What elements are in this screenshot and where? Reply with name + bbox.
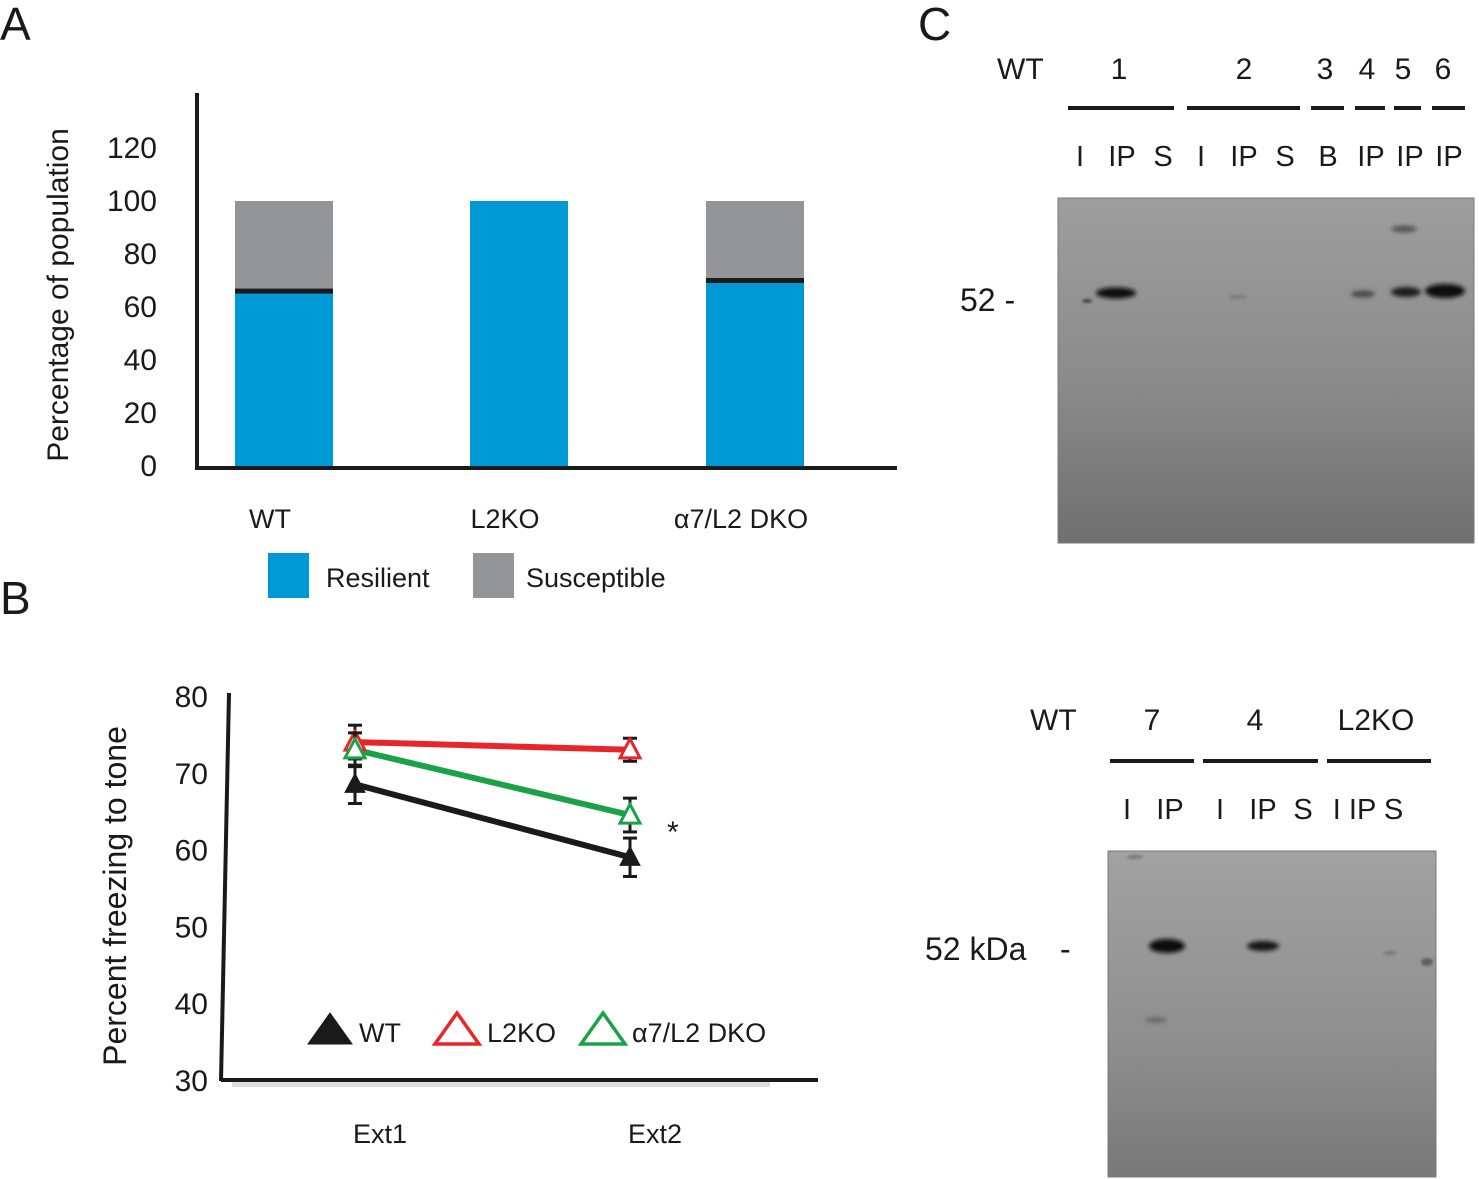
point-wt-ext2 (619, 845, 641, 866)
blot-top-lane-7: B (1318, 141, 1337, 173)
blot-top-group-2: 2 (1236, 53, 1253, 86)
legend-marker-wt (307, 1012, 353, 1045)
x-category-a-7-l2-dko: α7/L2 DKO (674, 504, 808, 534)
blot-top-lane-3: S (1153, 141, 1172, 173)
blot-bottom-lane-6: I IP S (1333, 794, 1403, 826)
blot-top-group-4: 4 (1359, 53, 1376, 86)
y-tick-b-50: 50 (175, 911, 208, 944)
blot-top-lane-4: I (1197, 141, 1205, 173)
blot-bottom-lane-5: S (1293, 794, 1312, 826)
blot-top-lane-2: IP (1108, 141, 1135, 173)
bar-7-l2-dko-susceptible (706, 201, 804, 281)
blot-top-group-1: 1 (1111, 53, 1128, 86)
blot-top-image (1057, 197, 1475, 544)
panel-label-b: B (0, 572, 31, 624)
x-category-a-wt: WT (249, 504, 291, 534)
x-axis-shadow-b (232, 1081, 770, 1087)
legend-marker-l2ko (431, 1009, 483, 1046)
blot-top-lane-5: IP (1230, 141, 1257, 173)
series-line-l2ko (352, 739, 633, 753)
point-l2ko-ext2 (617, 735, 643, 760)
y-tick-a-0: 0 (140, 450, 157, 483)
bar-divider-7-l2-dko (706, 278, 804, 283)
legend-label-l2ko: L2KO (487, 1018, 556, 1048)
panel-label-c: C (918, 0, 951, 50)
blot-top-group-3: 3 (1317, 53, 1334, 86)
series-line-wt (352, 781, 633, 861)
y-tick-a-60: 60 (124, 291, 157, 324)
y-tick-a-40: 40 (124, 344, 157, 377)
blot-top-lane-10: IP (1435, 141, 1462, 173)
y-tick-b-70: 70 (175, 758, 208, 791)
blot-top-group-wt: WT (997, 53, 1044, 86)
blot-bottom-lane-4: IP (1249, 794, 1276, 826)
point-7-l2-dko-ext1 (342, 735, 368, 760)
blot-bottom-group-l2ko: L2KO (1338, 704, 1415, 737)
significance-asterisk: * (667, 816, 679, 849)
blot-top-marker: 52 - (960, 282, 1015, 318)
blot-bottom-marker-dash: - (1060, 931, 1071, 967)
blot-bottom-header: WT 7 4 L2KO I IP I IP S I IP S (1030, 704, 1431, 826)
legend-swatch-resilient (268, 553, 309, 598)
legend-label-wt: WT (359, 1018, 401, 1048)
line-chart-b: Percent freezing to tone 30 40 50 60 70 80 Ex… (97, 681, 818, 1149)
blot-top-lane-8: IP (1357, 141, 1384, 173)
point-7-l2-dko-ext2 (617, 801, 643, 825)
legend-swatch-susceptible (473, 553, 514, 598)
blot-bottom-image (1107, 850, 1437, 1178)
y-tick-b-80: 80 (175, 681, 208, 714)
y-tick-a-100: 100 (107, 185, 157, 218)
bar-l2ko-resilient (470, 201, 568, 466)
blot-top-header: WT 1 2 3 4 5 6 I IP S I IP S B IP IP IP (997, 53, 1465, 173)
y-tick-a-20: 20 (124, 397, 157, 430)
panel-label-a: A (0, 0, 31, 50)
blot-bottom-lane-2: IP (1156, 794, 1183, 826)
blot-top-lane-9: IP (1396, 141, 1423, 173)
x-category-b-ext2: Ext2 (628, 1119, 682, 1149)
blot-top-group-5: 5 (1395, 53, 1412, 86)
blot-bottom-group-4: 4 (1247, 704, 1264, 737)
legend-label-resilient: Resilient (326, 563, 430, 593)
bar-wt-susceptible (235, 201, 333, 292)
blot-bottom-group-7: 7 (1144, 704, 1161, 737)
y-tick-b-40: 40 (175, 988, 208, 1021)
y-tick-a-80: 80 (124, 238, 157, 271)
blot-top-group-6: 6 (1435, 53, 1452, 86)
legend-label-7-l2-dko: α7/L2 DKO (632, 1018, 766, 1048)
bar-wt-resilient (235, 291, 333, 466)
bar-divider-wt (235, 288, 333, 294)
y-tick-a-120: 120 (107, 132, 157, 165)
legend-marker-7-l2-dko (577, 1009, 629, 1046)
series-line-7-l2-dko (352, 746, 633, 819)
blot-bottom-lane-1: I (1123, 794, 1131, 826)
y-tick-b-60: 60 (175, 835, 208, 868)
stacked-bar-chart-a: Percentage of population 0 20 40 60 80 100 120… (42, 93, 897, 598)
point-wt-ext1 (344, 772, 366, 793)
blot-top-lane-1: I (1076, 141, 1084, 173)
y-axis-label-a: Percentage of population (42, 128, 75, 462)
blot-top-lane-6: S (1275, 141, 1294, 173)
blot-bottom-marker: 52 kDa (925, 931, 1027, 967)
legend-label-susceptible: Susceptible (526, 563, 666, 593)
y-tick-b-30: 30 (175, 1065, 208, 1098)
blot-bottom-group-wt: WT (1030, 704, 1077, 737)
y-axis-b (219, 692, 231, 1082)
blot-bottom-lane-3: I (1216, 794, 1224, 826)
x-category-a-l2ko: L2KO (470, 504, 539, 534)
x-category-b-ext1: Ext1 (353, 1119, 407, 1149)
bar-7-l2-dko-resilient (706, 280, 804, 466)
y-axis-label-b: Percent freezing to tone (97, 726, 133, 1066)
